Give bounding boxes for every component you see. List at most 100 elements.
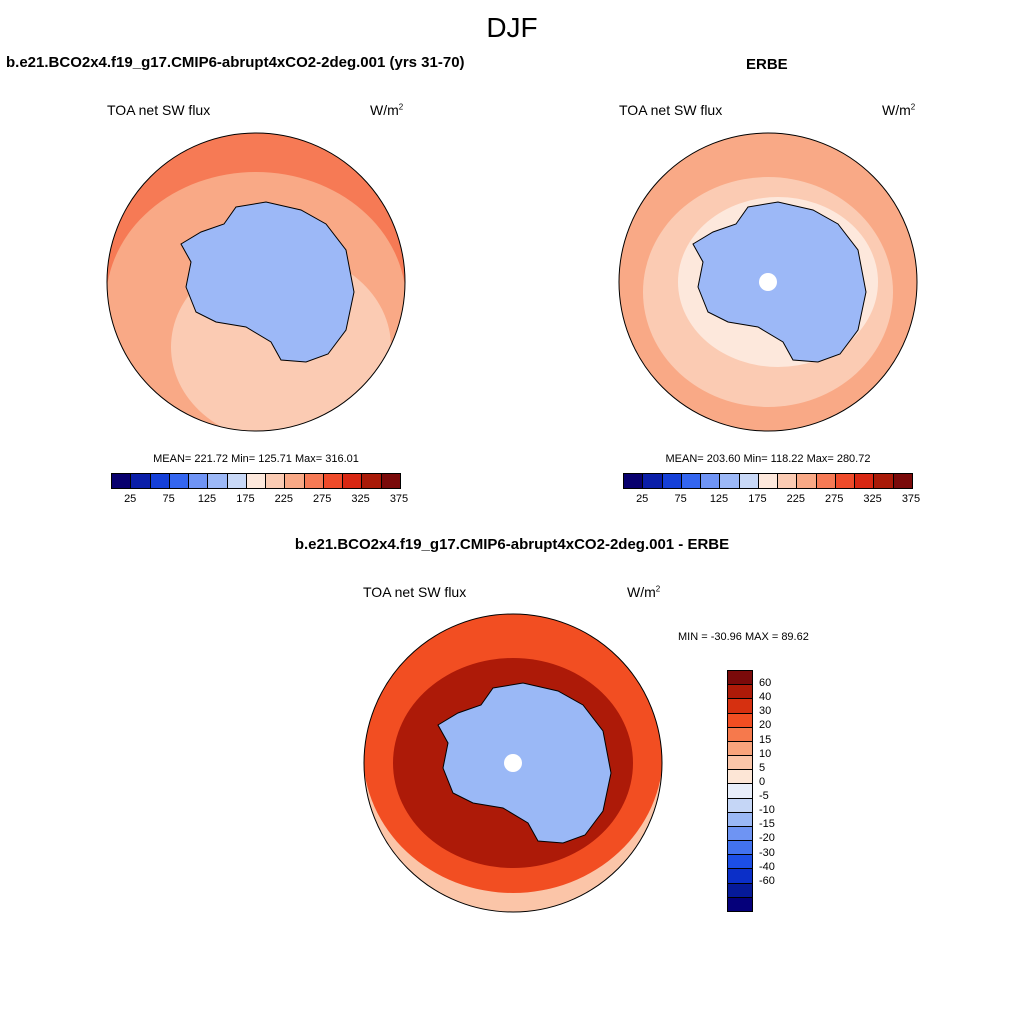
colorbar-tick-label: -5	[759, 790, 769, 803]
colorbar-swatch	[150, 474, 170, 488]
colorbar-tick-label: 175	[236, 493, 255, 505]
colorbar-tick-label: 325	[351, 493, 370, 505]
panel2-units: W/m2	[882, 102, 916, 118]
colorbar-tick-label: 0	[759, 775, 766, 788]
colorbar-tick-label: 10	[759, 747, 772, 760]
colorbar-swatch	[728, 685, 752, 700]
colorbar-swatch	[362, 474, 382, 488]
colorbar-tick-label: 40	[759, 691, 772, 704]
colorbar-swatch	[728, 812, 752, 827]
colorbar-swatch	[266, 474, 286, 488]
colorbar-swatch	[208, 474, 228, 488]
colorbar-swatch	[246, 474, 267, 488]
panel2-map	[618, 132, 918, 432]
colorbar-tick-label: -20	[759, 832, 775, 845]
colorbar-swatch	[739, 474, 759, 488]
colorbar-swatch	[778, 474, 798, 488]
panel3-antarctica-field	[438, 683, 611, 843]
colorbar-swatch	[643, 474, 663, 488]
colorbar-swatch	[169, 474, 190, 488]
panel3-pole-hole	[504, 754, 522, 772]
colorbar-tick-label: 60	[759, 677, 772, 690]
colorbar-swatch	[131, 474, 151, 488]
colorbar-swatch	[728, 784, 752, 799]
colorbar-swatch	[227, 474, 247, 488]
colorbar-swatch	[624, 474, 644, 488]
colorbar-tick-label: 125	[709, 493, 729, 505]
colorbar-tick-label: 20	[759, 719, 772, 732]
colorbar-tick-label: 225	[274, 493, 293, 505]
colorbar-tick-label: 325	[863, 493, 882, 505]
colorbar-swatch	[343, 474, 363, 488]
panel3-colorbar-ticks: 60 40 30 20 15 10 5 0 -5 -10 -15 -20 -30 -40 -60	[759, 670, 809, 910]
colorbar-swatch	[728, 841, 752, 856]
panel1-coastline	[180, 201, 355, 363]
panel1-variable: TOA net SW flux	[107, 102, 211, 118]
panel1-map	[106, 132, 406, 432]
colorbar-swatch	[855, 474, 875, 488]
panel2-colorbar	[623, 473, 913, 489]
colorbar-swatch	[728, 869, 752, 884]
panel2-variable: TOA net SW flux	[619, 102, 723, 118]
panel1-units: W/m2	[370, 102, 404, 118]
colorbar-tick-label: -15	[759, 818, 775, 831]
panel2-colorbar-ticks: 25 75 125 175 225 275 325 375	[623, 493, 920, 509]
colorbar-tick-label: -10	[759, 804, 775, 817]
colorbar-tick-label: 375	[901, 493, 921, 505]
colorbar-swatch	[816, 474, 836, 488]
colorbar-swatch	[728, 756, 752, 771]
colorbar-tick-label: 25	[636, 493, 649, 505]
panel1-title: b.e21.BCO2x4.f19_g17.CMIP6-abrupt4xCO2-2…	[6, 54, 465, 71]
panel3-stats: MIN = -30.96 MAX = 89.62	[678, 631, 809, 643]
colorbar-tick-label: 125	[197, 493, 217, 505]
panel3-colorbar	[727, 670, 753, 912]
colorbar-swatch	[874, 474, 894, 488]
colorbar-swatch	[285, 474, 305, 488]
colorbar-swatch	[728, 713, 752, 728]
panel1-antarctica-field	[181, 202, 354, 362]
colorbar-swatch	[681, 474, 702, 488]
colorbar-swatch	[662, 474, 682, 488]
panel2-pole-hole	[759, 273, 777, 291]
panel3-map	[363, 613, 663, 913]
colorbar-tick-label: 75	[674, 493, 687, 505]
colorbar-tick-label: 25	[124, 493, 137, 505]
colorbar-swatch	[728, 798, 752, 813]
panel1-colorbar-ticks: 25 75 125 175 225 275 325 375	[111, 493, 408, 509]
panel2-title: ERBE	[746, 56, 788, 73]
colorbar-swatch	[728, 897, 752, 911]
panel2-coastline	[692, 201, 867, 363]
colorbar-swatch	[728, 727, 752, 742]
panel1-stats: MEAN= 221.72 Min= 125.71 Max= 316.01	[153, 453, 359, 465]
colorbar-swatch	[304, 474, 324, 488]
colorbar-tick-label: 5	[759, 761, 766, 774]
colorbar-tick-label: -30	[759, 846, 775, 859]
page-title: DJF	[486, 12, 538, 43]
colorbar-swatch	[797, 474, 817, 488]
colorbar-tick-label: 275	[825, 493, 844, 505]
colorbar-tick-label: 375	[389, 493, 409, 505]
panel3-units: W/m2	[627, 584, 661, 600]
colorbar-tick-label: -40	[759, 860, 775, 873]
colorbar-swatch	[728, 770, 752, 785]
colorbar-swatch	[323, 474, 344, 488]
colorbar-tick-label: -60	[759, 874, 775, 887]
colorbar-swatch	[728, 855, 752, 870]
colorbar-swatch	[835, 474, 856, 488]
panel3-title: b.e21.BCO2x4.f19_g17.CMIP6-abrupt4xCO2-2…	[294, 536, 730, 553]
colorbar-swatch	[728, 883, 752, 898]
colorbar-swatch	[728, 699, 752, 714]
colorbar-tick-label: 75	[162, 493, 175, 505]
colorbar-swatch	[728, 826, 752, 842]
colorbar-swatch	[189, 474, 209, 488]
panel2-stats: MEAN= 203.60 Min= 118.22 Max= 280.72	[665, 453, 871, 465]
colorbar-swatch	[758, 474, 779, 488]
colorbar-tick-label: 175	[748, 493, 767, 505]
colorbar-swatch	[728, 671, 752, 686]
colorbar-swatch	[112, 474, 132, 488]
colorbar-tick-label: 15	[759, 733, 772, 746]
colorbar-tick-label: 225	[786, 493, 805, 505]
panel3-coastline	[437, 682, 612, 844]
colorbar-swatch	[381, 474, 400, 488]
colorbar-swatch	[893, 474, 912, 488]
